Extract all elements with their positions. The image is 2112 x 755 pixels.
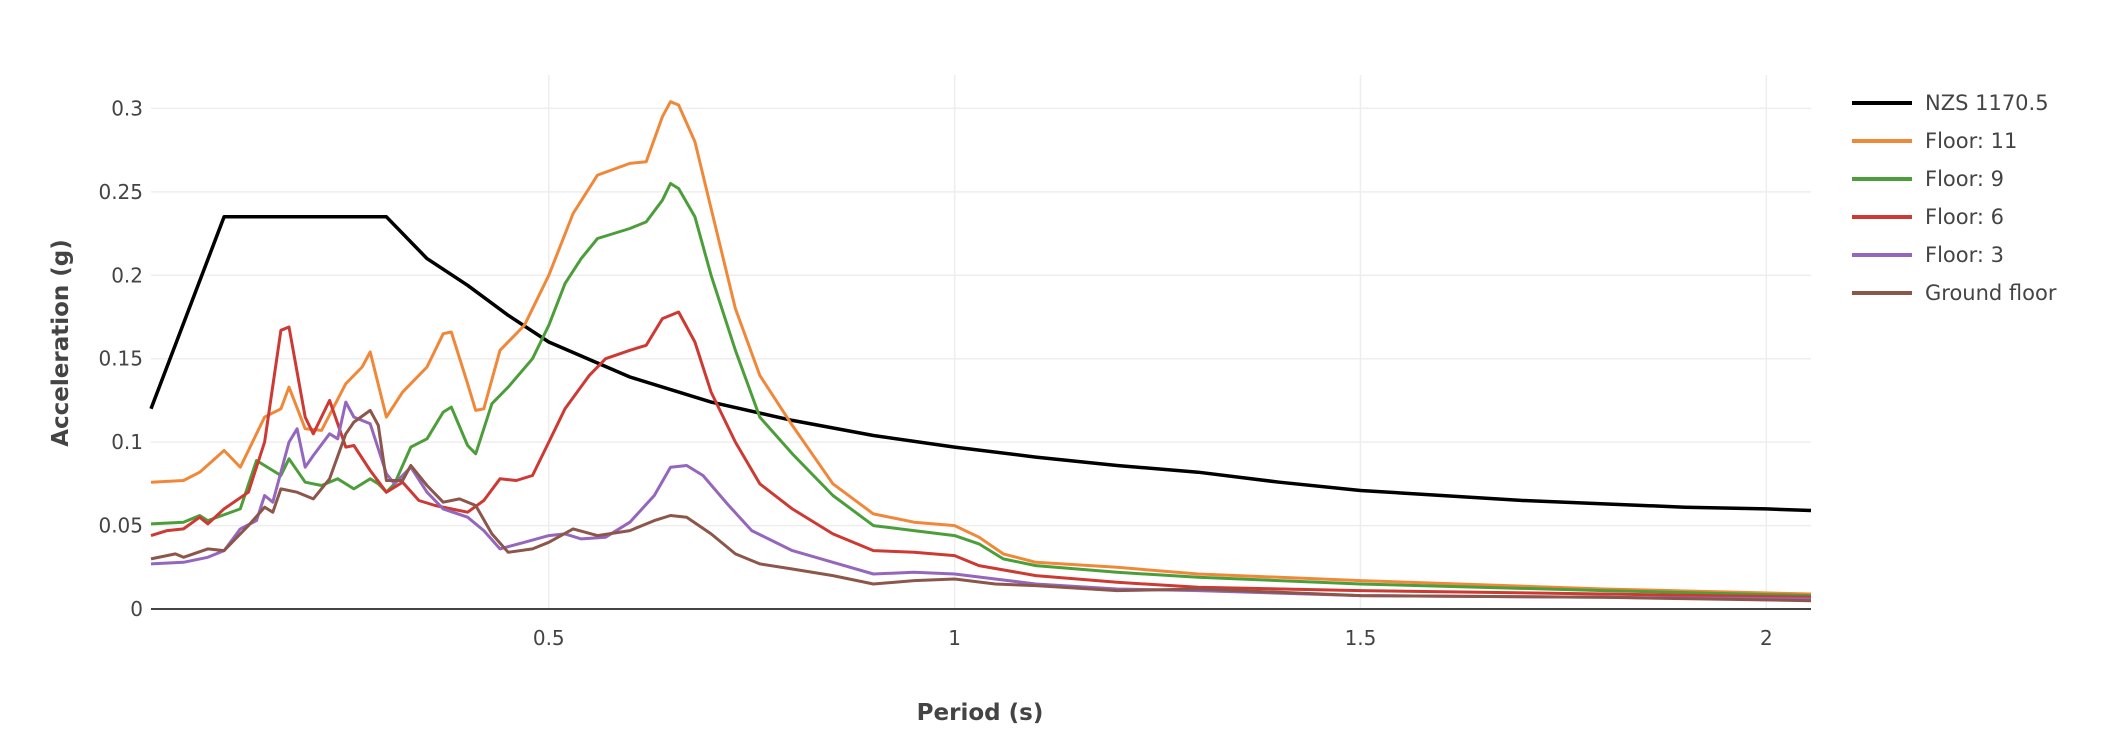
legend-label: Floor: 11 [1925, 129, 2017, 153]
series-line-floor-3 [150, 400, 1812, 601]
legend-label: NZS 1170.5 [1925, 91, 2049, 115]
legend-item[interactable]: Floor: 6 [1852, 205, 2004, 229]
x-tick-label: 2 [1760, 626, 1773, 650]
legend-item[interactable]: NZS 1170.5 [1852, 91, 2049, 115]
y-tick-label: 0 [130, 597, 143, 621]
x-tick-label: 0.5 [533, 626, 565, 650]
legend-item[interactable]: Floor: 3 [1852, 243, 2004, 267]
y-tick-label: 0.2 [111, 263, 143, 287]
y-tick-label: 0.05 [98, 514, 143, 538]
gridlines [151, 75, 1811, 609]
tick-labels: 0 0.05 0.1 0.15 0.2 0.25 0.3 0.5 1 1.5 2 [98, 96, 1772, 650]
series-lines [149, 100, 1812, 603]
y-axis-title: Acceleration (g) [48, 239, 74, 447]
legend-label: Ground floor [1925, 281, 2057, 305]
x-axis-title: Period (s) [917, 700, 1044, 726]
legend-item[interactable]: Floor: 11 [1852, 129, 2017, 153]
series-line-floor-6 [150, 310, 1812, 599]
legend-label: Floor: 6 [1925, 205, 2004, 229]
x-tick-label: 1 [948, 626, 961, 650]
series-line-ground-floor [150, 408, 1812, 603]
y-tick-label: 0.25 [98, 180, 143, 204]
x-tick-label: 1.5 [1345, 626, 1377, 650]
legend-label: Floor: 3 [1925, 243, 2004, 267]
series-line-floor-9 [150, 182, 1812, 598]
series-line-floor-11 [150, 100, 1812, 596]
y-tick-label: 0.15 [98, 347, 143, 371]
legend-item[interactable]: Ground floor [1852, 281, 2057, 305]
legend-item[interactable]: Floor: 9 [1852, 167, 2004, 191]
series-line-nzs-1170-5 [149, 215, 1812, 513]
legend[interactable]: NZS 1170.5 Floor: 11 Floor: 9 Floor: 6 Floor… [1852, 91, 2057, 305]
legend-label: Floor: 9 [1925, 167, 2004, 191]
y-tick-label: 0.3 [111, 96, 143, 120]
y-tick-label: 0.1 [111, 430, 143, 454]
